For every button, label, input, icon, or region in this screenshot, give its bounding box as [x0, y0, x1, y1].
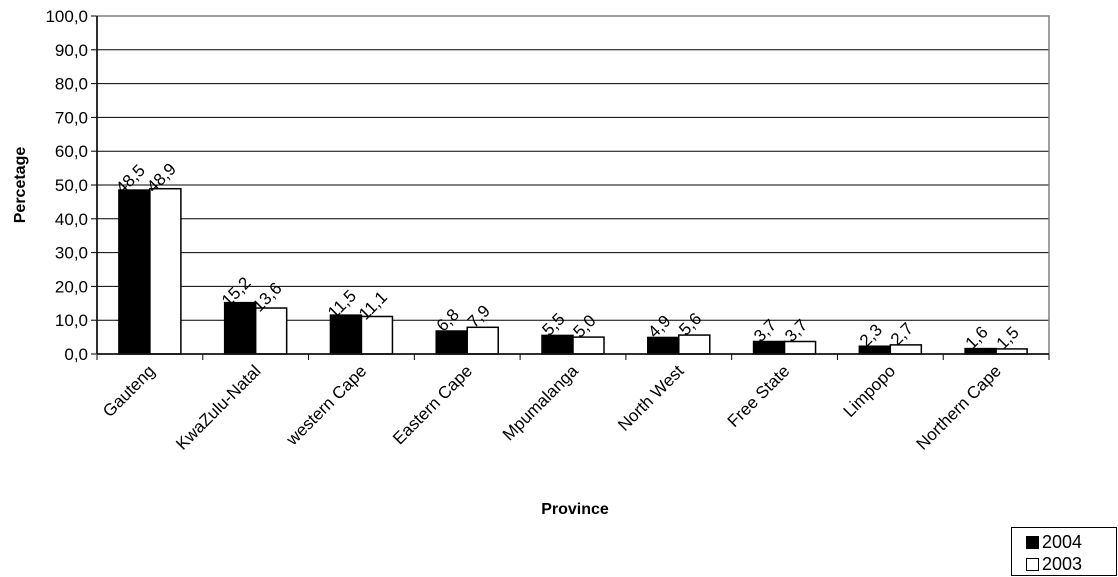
bar-2003-eastern-cape	[466, 326, 499, 355]
y-tick-label: 60,0	[55, 142, 88, 161]
axes	[96, 15, 1050, 355]
legend-swatch-2004	[1026, 536, 1039, 549]
x-tick-label: Mpumalanga	[499, 361, 582, 444]
x-tick-label: Northern Cape	[913, 361, 1005, 453]
bar-2004-kwazulu-natal	[223, 301, 257, 355]
bar-2003-gauteng	[149, 187, 182, 355]
legend-label-2003: 2003	[1042, 554, 1083, 574]
bar-2003-northern-cape	[995, 348, 1028, 355]
x-axis-title: Province	[541, 501, 609, 518]
bar-2004-northern-cape	[964, 347, 997, 355]
y-tick-label: 40,0	[55, 210, 88, 229]
x-tick-label: North West	[614, 361, 688, 435]
bar-2003-free-state	[783, 340, 817, 355]
y-tick-label: 90,0	[55, 41, 88, 60]
bar-2004-gauteng	[118, 189, 151, 355]
y-tick-label: 100,0	[45, 7, 88, 26]
legend: 2004 2003	[1011, 527, 1117, 576]
y-axis-ticks: 0,0 10,0 20,0 30,0 40,0 50,0 60,0 70,0 80,0 90,0 1…	[45, 7, 97, 364]
x-tick-label: Eastern Cape	[389, 361, 476, 448]
y-tick-label: 70,0	[55, 108, 88, 127]
y-axis-title: Percetage	[12, 147, 29, 224]
bar-2004-free-state	[752, 340, 786, 355]
bar-2004-north-west	[647, 336, 680, 355]
y-tick-label: 20,0	[55, 277, 88, 296]
bar-2003-mpumalanga	[572, 336, 605, 355]
bar-2003-limpopo	[889, 344, 923, 355]
legend-item-2004: 2004	[1026, 532, 1082, 553]
bar-2004-eastern-cape	[435, 330, 468, 355]
y-tick-label: 10,0	[55, 311, 88, 330]
legend-label-2004: 2004	[1042, 532, 1083, 552]
legend-swatch-2003	[1026, 558, 1039, 571]
bar-2003-north-west	[678, 334, 711, 355]
legend-item-2003: 2003	[1026, 554, 1082, 575]
x-axis-ticks: Gauteng KwaZulu-Natal western Cape Eastern …	[96, 354, 1050, 454]
bar-2003-western-cape	[360, 315, 394, 355]
x-tick-label: KwaZulu-Natal	[172, 361, 264, 453]
x-tick-label: Limpopo	[840, 361, 900, 421]
y-tick-label: 50,0	[55, 176, 88, 195]
y-tick-label: 0,0	[64, 345, 88, 364]
bar-2004-mpumalanga	[541, 334, 574, 355]
bar-2004-limpopo	[858, 345, 892, 355]
x-tick-label: Free State	[724, 361, 794, 431]
y-tick-label: 30,0	[55, 244, 88, 263]
x-tick-label: Gauteng	[99, 361, 159, 421]
bar-2004-western-cape	[329, 314, 363, 355]
x-tick-label: western Cape	[282, 361, 370, 449]
bar-2003-kwazulu-natal	[254, 307, 288, 355]
y-tick-label: 80,0	[55, 75, 88, 94]
